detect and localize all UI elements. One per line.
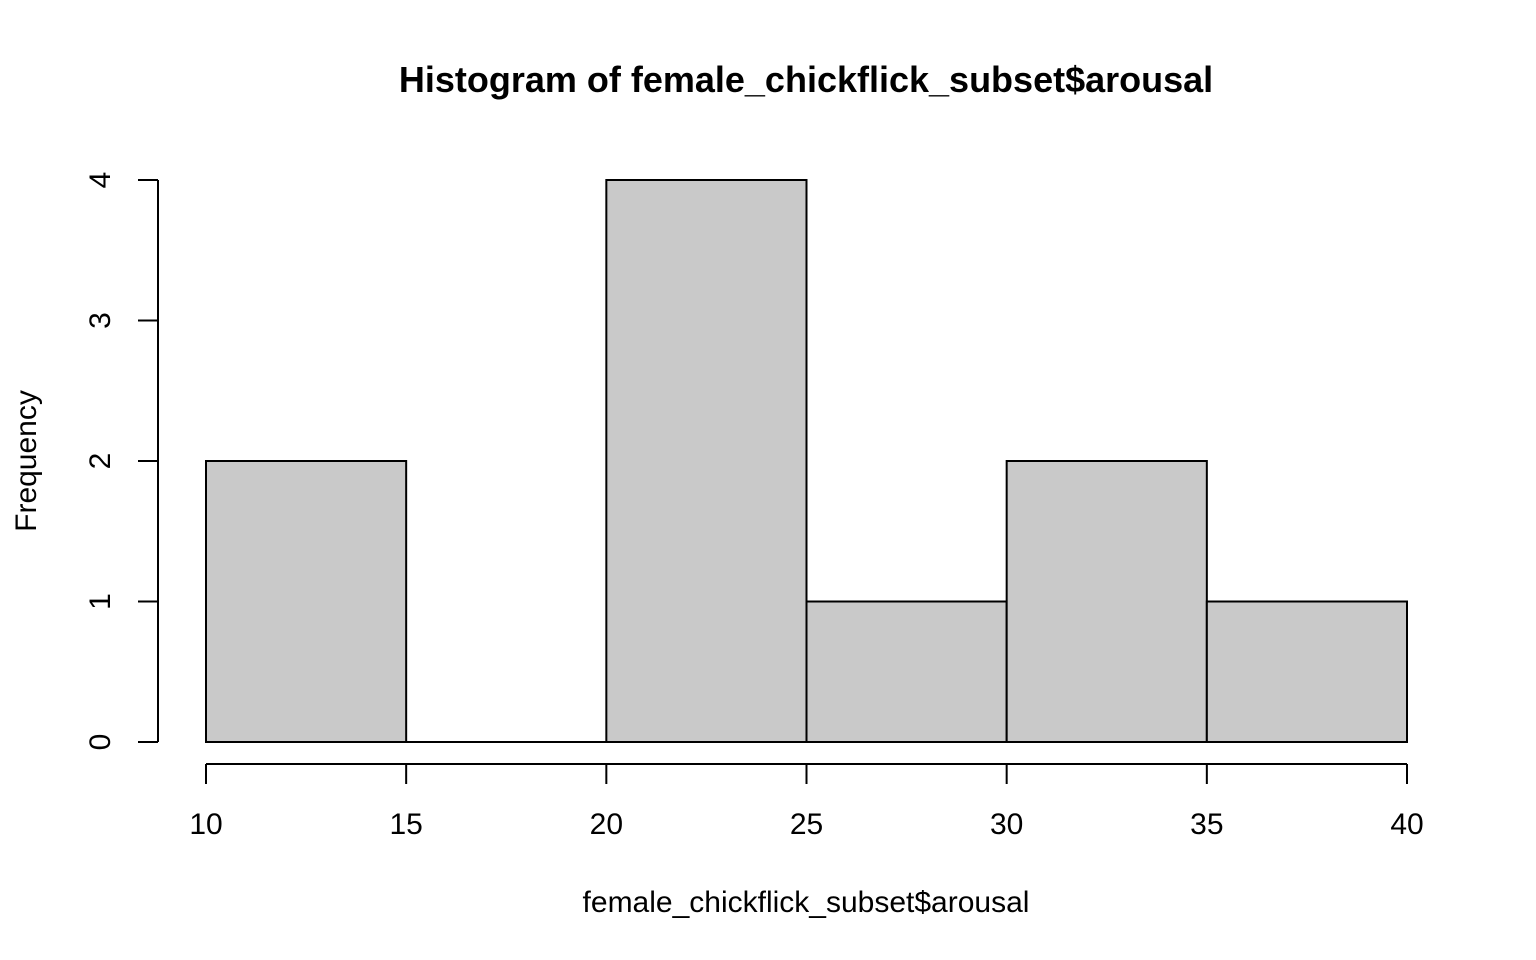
bars-group (205, 179, 1409, 743)
x-tick-label-15: 15 (389, 808, 422, 841)
x-tick-label-10: 10 (189, 808, 222, 841)
y-tick-label-4: 4 (84, 172, 117, 189)
y-tick-label-2: 2 (84, 453, 117, 470)
x-axis: 10 15 20 25 30 35 40 (189, 763, 1424, 841)
histogram-bar-0 (205, 460, 408, 743)
x-tick-label-30: 30 (990, 808, 1023, 841)
y-axis: 0 1 2 3 4 (84, 172, 159, 751)
x-tick-label-35: 35 (1190, 808, 1223, 841)
x-tick-label-25: 25 (790, 808, 823, 841)
histogram-bar-2 (605, 179, 808, 743)
y-axis-label: Frequency (10, 390, 43, 532)
histogram-bar-4 (1005, 460, 1208, 743)
histogram-bar-5 (1205, 600, 1409, 743)
x-tick-label-20: 20 (590, 808, 623, 841)
histogram-bar-3 (805, 600, 1008, 743)
y-tick-label-3: 3 (84, 312, 117, 329)
y-tick-label-1: 1 (84, 593, 117, 610)
x-tick-label-40: 40 (1390, 808, 1423, 841)
x-axis-label: female_chickflick_subset$arousal (583, 886, 1030, 919)
y-tick-label-0: 0 (84, 734, 117, 751)
chart-title: Histogram of female_chickflick_subset$ar… (399, 59, 1213, 100)
